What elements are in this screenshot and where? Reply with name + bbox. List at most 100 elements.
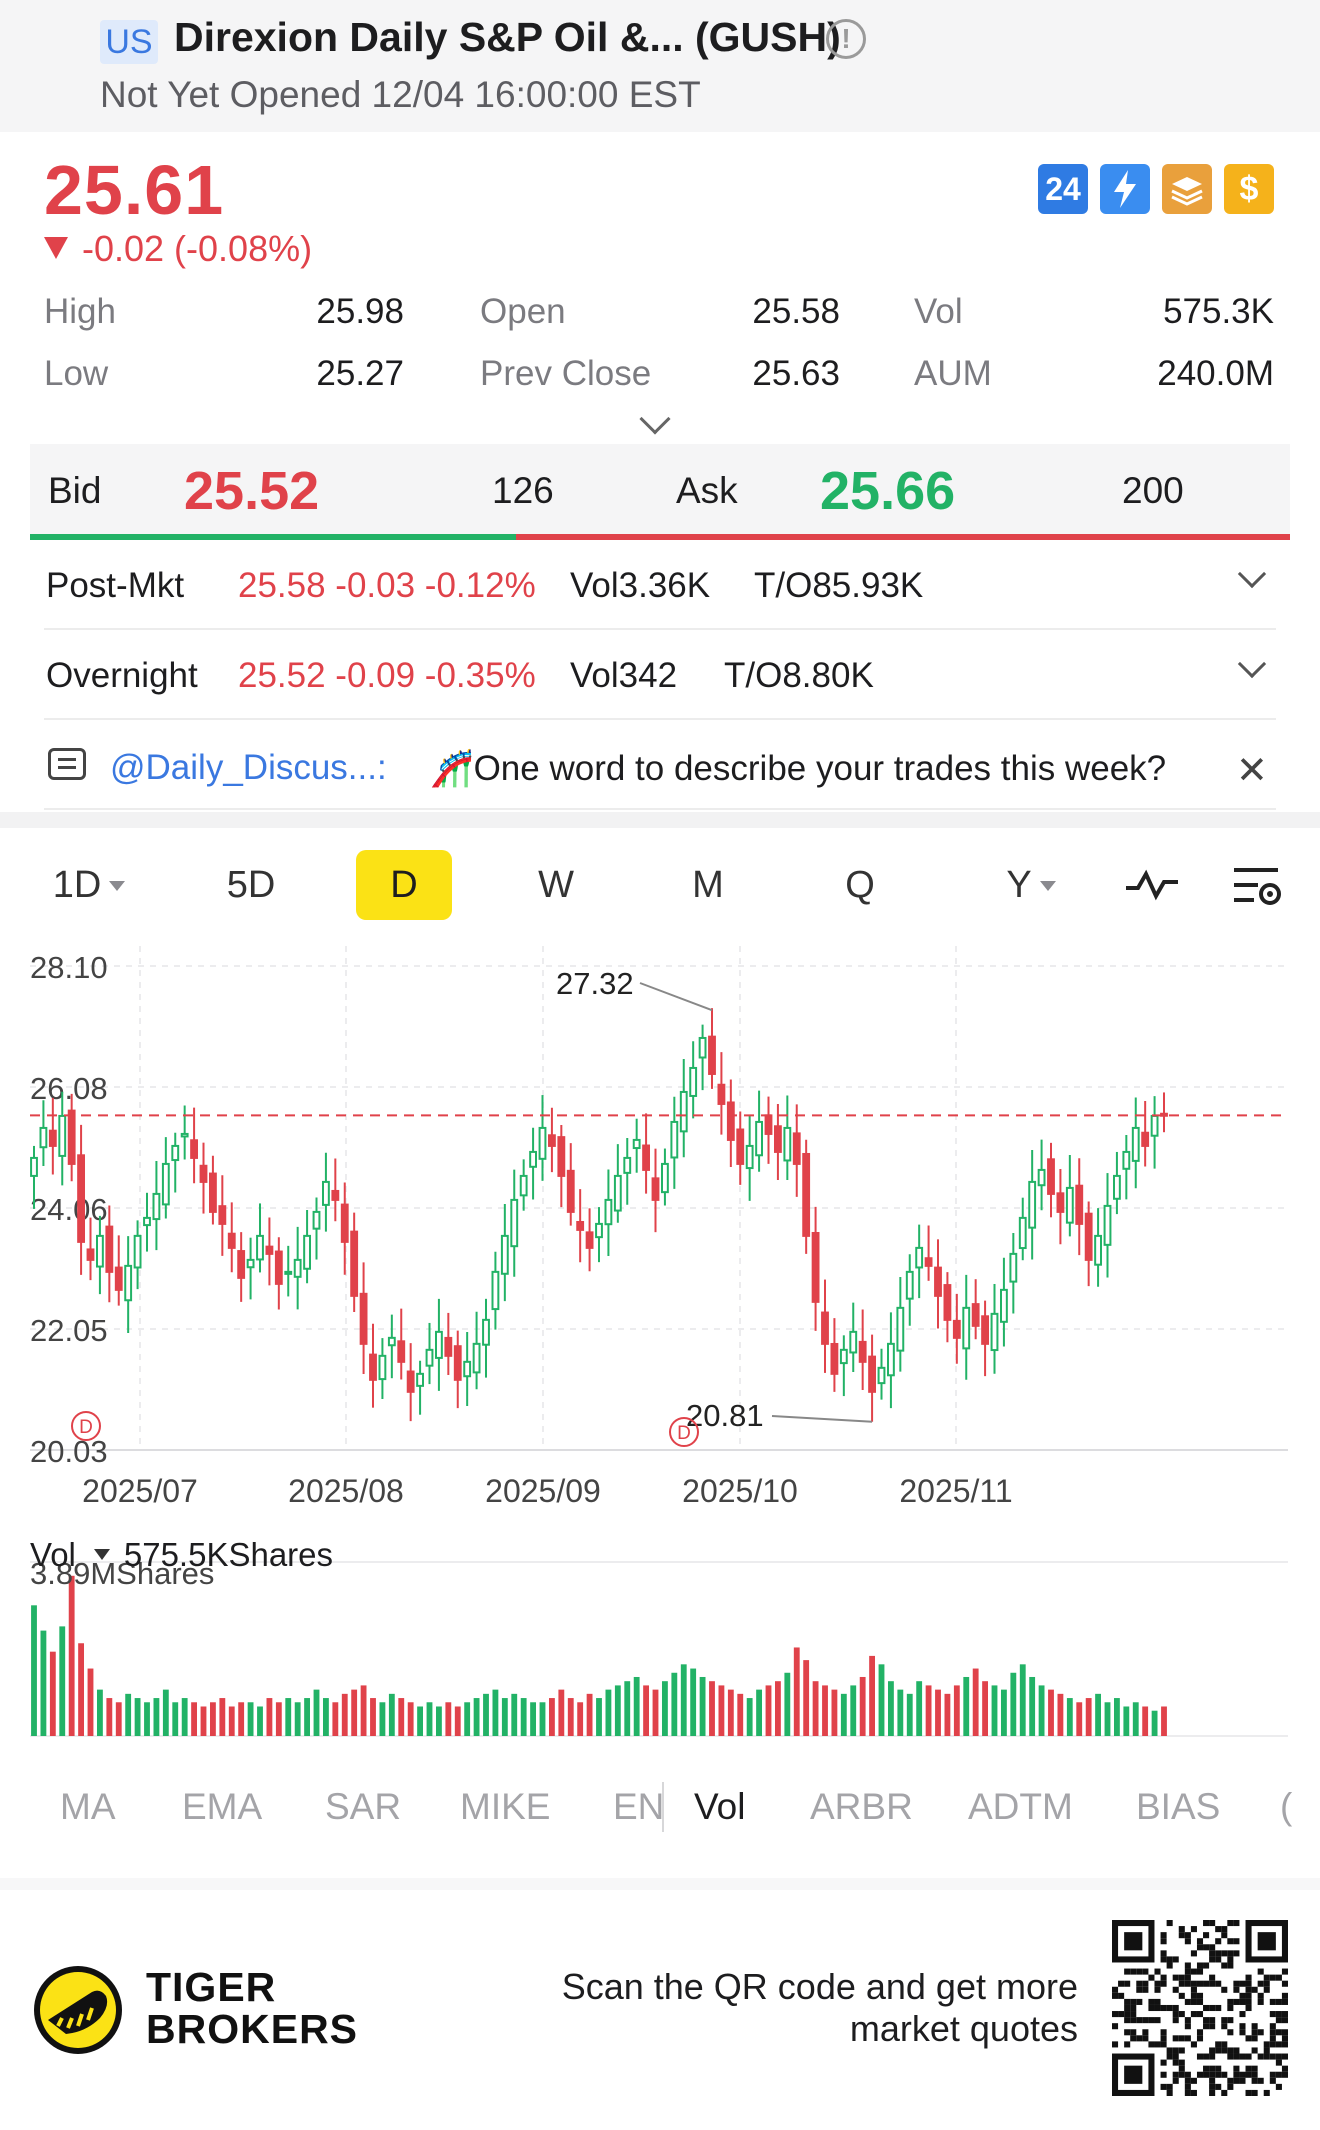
indicator-wave-icon[interactable] (1122, 850, 1182, 920)
tab-period-1d[interactable]: 1D (34, 850, 144, 920)
qr-module (1178, 1992, 1185, 1999)
tab-indicator-mike[interactable]: MIKE (460, 1786, 551, 1827)
candle-body (585, 1231, 594, 1249)
24h-trading-icon[interactable]: 24 (1038, 164, 1088, 214)
candle-body (679, 1090, 688, 1133)
bid-ask-panel[interactable]: Bid 25.52 126 Ask 25.66 200 (30, 444, 1290, 534)
tab-period-m[interactable]: M (658, 850, 758, 920)
chevron-down-icon[interactable] (1237, 649, 1267, 679)
overnight-row[interactable]: Overnight 25.52 -0.09 -0.35% Vol342 T/O8… (44, 630, 1276, 720)
candle-body (293, 1258, 302, 1278)
candle-body (152, 1192, 161, 1221)
discussion-banner[interactable]: @Daily_Discus...: 🎢One word to describe … (44, 726, 1276, 810)
qr-code-icon[interactable] (1112, 1920, 1288, 2096)
qr-module (1166, 1920, 1173, 1927)
tab-period-d[interactable]: D (356, 850, 452, 920)
candle-body (1056, 1192, 1065, 1213)
qr-module (1172, 2077, 1179, 2084)
tab-indicator-bias[interactable]: BIAS (1136, 1786, 1221, 1827)
tab-indicator-arbr[interactable]: ARBR (810, 1786, 913, 1827)
discussion-user-link[interactable]: @Daily_Discus...: (110, 748, 387, 787)
tab-period-5d[interactable]: 5D (196, 850, 306, 920)
volume-bar (1123, 1706, 1130, 1736)
qr-module (1184, 1962, 1191, 1969)
candle-body (133, 1234, 142, 1269)
volume-bar (1085, 1698, 1092, 1736)
qr-module (1209, 1920, 1216, 1927)
chevron-down-icon[interactable] (1237, 559, 1267, 589)
qr-module (1251, 1986, 1258, 1993)
qr-module (1275, 1974, 1282, 1981)
candle-body (227, 1232, 236, 1249)
stack-icon[interactable] (1162, 164, 1212, 214)
candle-body (689, 1066, 698, 1097)
low-leader-line (771, 1415, 873, 1423)
volume-bar (87, 1668, 94, 1736)
qr-module (1196, 1944, 1204, 1951)
overnight-quote: 25.52 -0.09 -0.35% (238, 656, 536, 695)
tab-indicator-vol[interactable]: Vol (694, 1786, 746, 1827)
qr-module (1245, 1998, 1252, 2005)
candle-body (1112, 1174, 1121, 1200)
dollar-icon[interactable]: $ (1224, 164, 1274, 214)
qr-module (1221, 2089, 1228, 2096)
candle-body (981, 1315, 990, 1345)
discussion-text[interactable]: 🎢One word to describe your trades this w… (430, 749, 1167, 788)
candle-body (472, 1342, 481, 1374)
qr-module (1221, 2017, 1228, 2024)
chart-settings-icon[interactable] (1226, 850, 1286, 920)
info-icon[interactable]: ! (826, 19, 866, 59)
qr-module (1275, 2041, 1282, 2048)
qr-module (1209, 2089, 1216, 2096)
tab-indicator-ema[interactable]: EMA (182, 1786, 263, 1827)
qr-module (1160, 2029, 1167, 2036)
candle-body (1075, 1184, 1084, 1225)
tab-indicator-ma[interactable]: MA (60, 1786, 116, 1827)
qr-module (1233, 1938, 1240, 1945)
tab-label: M (692, 864, 724, 906)
tab-indicator-en[interactable]: EN (613, 1786, 665, 1827)
qr-module (1281, 2035, 1288, 2042)
qr-module (1112, 2041, 1119, 2048)
candle-body (830, 1342, 839, 1375)
y-tick-label: 28.10 (30, 950, 108, 985)
volume-header[interactable]: Vol 575.5KShares (30, 1536, 333, 1574)
qr-module (1269, 2011, 1276, 2018)
qr-module (1233, 2053, 1240, 2060)
lightning-icon[interactable] (1100, 164, 1150, 214)
qr-module (1203, 2004, 1210, 2012)
qr-module (1172, 2047, 1179, 2054)
post-market-row[interactable]: Post-Mkt 25.58 -0.03 -0.12% Vol3.36K T/O… (44, 540, 1276, 630)
volume-bar (1076, 1702, 1083, 1736)
qr-module (1227, 2077, 1234, 2084)
tab-period-q[interactable]: Q (810, 850, 910, 920)
candle-body (190, 1139, 199, 1159)
tab-indicator-sar[interactable]: SAR (325, 1786, 402, 1827)
qr-module (1281, 2071, 1288, 2078)
qr-module (1215, 1950, 1222, 1957)
candle-body (708, 1035, 716, 1075)
qr-module (1190, 2077, 1197, 2084)
qr-module (1172, 2004, 1179, 2012)
market-badge: US (100, 20, 158, 64)
volume-bar (1010, 1672, 1017, 1736)
tab-indicator-adtm[interactable]: ADTM (968, 1786, 1073, 1827)
close-icon[interactable]: ✕ (1236, 750, 1268, 792)
tab-period-y[interactable]: Y (976, 850, 1086, 920)
indicator-tabs: MA EMA SAR MIKE EN Vol ARBR ADTM BIAS ( (0, 1772, 1320, 1842)
y-tick-label: 26.08 (30, 1071, 108, 1106)
tab-period-w[interactable]: W (506, 850, 606, 920)
qr-module (1142, 1980, 1149, 1987)
dividend-marker-letter: D (677, 1423, 691, 1444)
volume-bar (840, 1693, 847, 1736)
volume-bar (1142, 1706, 1149, 1736)
volume-bar (614, 1685, 621, 1736)
volume-bar (1066, 1698, 1073, 1736)
qr-module (1227, 1920, 1234, 1927)
expand-stats-chevron-icon[interactable] (639, 403, 671, 435)
volume-bar (963, 1676, 970, 1736)
low-label: 20.81 (686, 1398, 764, 1433)
tab-indicator-more[interactable]: ( (1280, 1786, 1293, 1827)
volume-bar (793, 1647, 800, 1736)
